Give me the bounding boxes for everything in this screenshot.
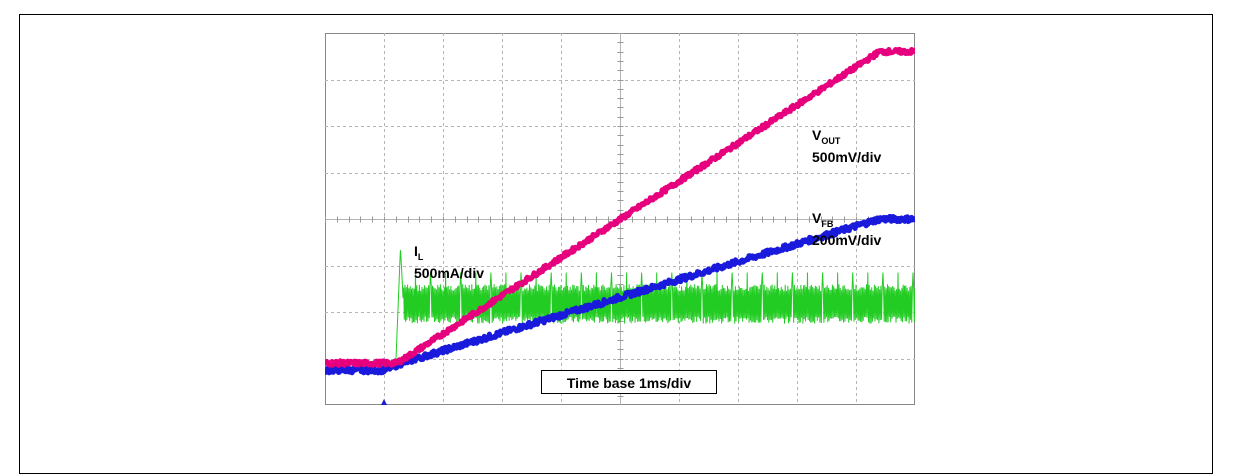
trigger-marker-icon	[381, 399, 387, 405]
inductor-current-trace	[325, 250, 915, 364]
vout-scale: 500mV/div	[812, 149, 882, 165]
vout-label: VOUT 500mV/div	[812, 127, 882, 165]
time-base-label: Time base 1ms/div	[566, 375, 692, 391]
il-label: IL 500mA/div	[414, 243, 485, 281]
il-scale: 500mA/div	[414, 265, 485, 281]
plot-svg	[325, 33, 915, 405]
vfb-scale: 200mV/div	[812, 232, 882, 248]
vout-trace	[325, 46, 915, 368]
time-base-box: Time base 1ms/div	[541, 370, 717, 394]
vfb-label: VFB 200mV/div	[812, 210, 882, 248]
oscilloscope-plot	[325, 33, 915, 405]
vfb-trace	[325, 213, 915, 376]
